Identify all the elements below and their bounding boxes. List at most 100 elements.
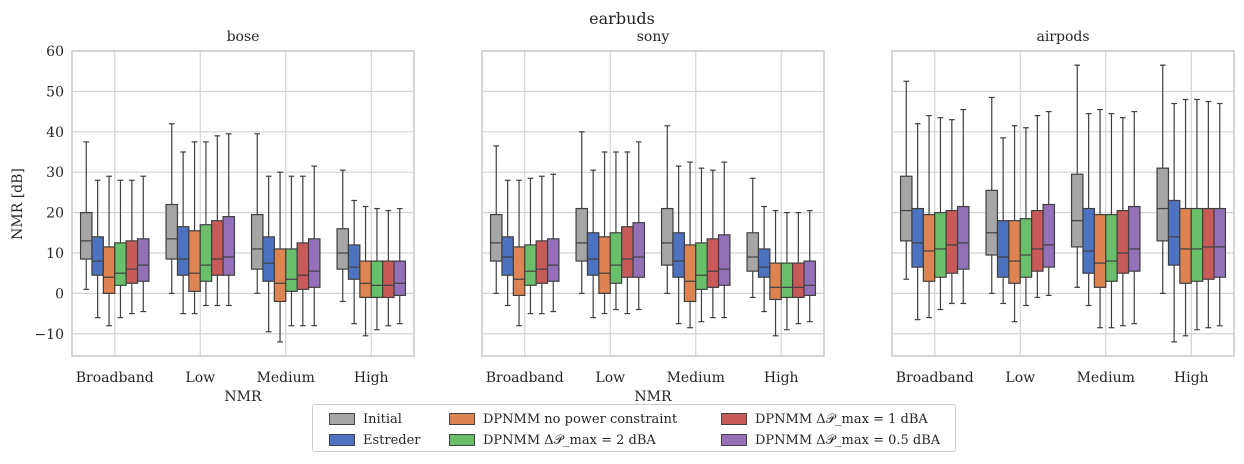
x-tick-label: High [354,370,389,386]
box-medium-4 [706,169,720,319]
box-iqr [285,248,298,292]
box-medium-0 [660,125,674,294]
box-iqr [1019,218,1033,278]
figure-title: earbuds [589,9,655,28]
box-low-1 [586,169,600,319]
box-low-3 [199,141,213,307]
box-iqr [296,242,310,290]
box-medium-1 [672,165,685,325]
box-iqr [911,207,924,268]
box-iqr [996,220,1010,278]
box-high-0 [1156,64,1170,294]
panel-frame [71,50,415,357]
legend-item-dpnmm-05dba: DPNMM Δ𝒫_max = 0.5 dBA [721,431,940,449]
box-low-1 [176,151,190,315]
box-high-4 [792,211,805,325]
x-tick-label: Low [1005,370,1035,386]
box-iqr [165,203,179,260]
box-iqr [199,224,213,282]
box-iqr [1127,205,1141,272]
box-high-5 [803,209,817,323]
box-iqr [250,214,264,270]
box-low-5 [222,133,236,307]
box-iqr [125,240,139,284]
box-low-0 [985,96,999,294]
y-tick-label: 60 [46,44,64,60]
legend-item-initial: Initial [329,410,402,428]
x-tick-label: High [764,370,799,386]
legend-label: DPNMM no power constraint [483,411,678,427]
legend-swatch-initial [329,413,355,425]
box-iqr [393,260,407,297]
panel-sony: Broadband Low Medium High sony NMR [481,29,825,405]
panel-bose: Broadband Low Medium High bose NMR −10 0 10 20 30 4… [34,29,415,405]
box-broadband-1 [91,179,104,319]
box-iqr [985,189,999,256]
box-low-2 [188,141,201,315]
x-tick-label: Medium [1077,370,1135,386]
panel-title: airpods [1036,29,1089,45]
panel-airpods: Broadband Low Medium High airpods [891,29,1235,386]
box-iqr [586,232,600,276]
box-high-3 [370,207,384,331]
legend-item-dpnmm-2dba: DPNMM Δ𝒫_max = 2 dBA [449,431,656,449]
box-high-4 [1202,100,1215,329]
box-broadband-0 [79,141,93,290]
box-medium-3 [285,175,298,327]
legend-swatch-dpnmm-1dba [721,413,747,425]
box-high-0 [746,177,760,299]
box-iqr [956,205,970,270]
box-broadband-3 [114,179,127,319]
box-iqr [632,222,646,278]
legend-label: DPNMM Δ𝒫_max = 1 dBA [755,411,928,427]
box-broadband-2 [512,179,526,327]
box-low-5 [632,141,646,311]
box-broadband-4 [535,175,549,315]
box-medium-4 [1116,117,1130,327]
box-iqr [598,236,611,294]
box-broadband-2 [922,115,936,319]
box-iqr [79,211,93,260]
box-broadband-2 [102,175,116,327]
y-tick-label: 0 [55,286,64,302]
x-tick-label: Medium [667,370,725,386]
box-iqr [792,262,805,299]
box-low-0 [575,131,589,294]
x-tick-label: Broadband [896,370,974,386]
box-iqr [1042,203,1056,268]
box-iqr [695,242,708,290]
box-medium-5 [307,165,321,327]
box-iqr [769,262,782,301]
box-iqr [359,260,372,299]
legend-item-estreder: Estreder [329,431,421,449]
box-iqr [1093,214,1107,288]
box-high-2 [769,209,782,337]
x-tick-label: Broadband [486,370,564,386]
box-iqr [922,214,936,282]
box-iqr [757,248,771,278]
box-low-4 [1031,115,1044,299]
panel-title: bose [227,29,260,45]
box-low-3 [1019,127,1033,307]
box-iqr [934,211,947,278]
legend-label: Estreder [363,432,421,448]
box-broadband-4 [125,179,139,315]
y-tick-label: −10 [34,327,64,343]
box-iqr [188,230,201,292]
panel-title: sony [637,29,670,45]
box-broadband-5 [136,175,150,313]
box-high-2 [1179,98,1192,337]
box-iqr [1179,207,1192,284]
box-iqr [535,240,549,284]
legend-label: DPNMM Δ𝒫_max = 2 dBA [483,432,656,448]
box-low-5 [1042,110,1056,297]
box-iqr [114,242,127,286]
box-low-4 [211,135,224,307]
box-iqr [1031,209,1044,272]
box-iqr [136,238,150,282]
box-iqr [660,207,674,266]
box-broadband-1 [911,123,924,321]
box-iqr [1070,173,1084,248]
box-low-1 [996,137,1010,305]
box-iqr [489,214,503,262]
